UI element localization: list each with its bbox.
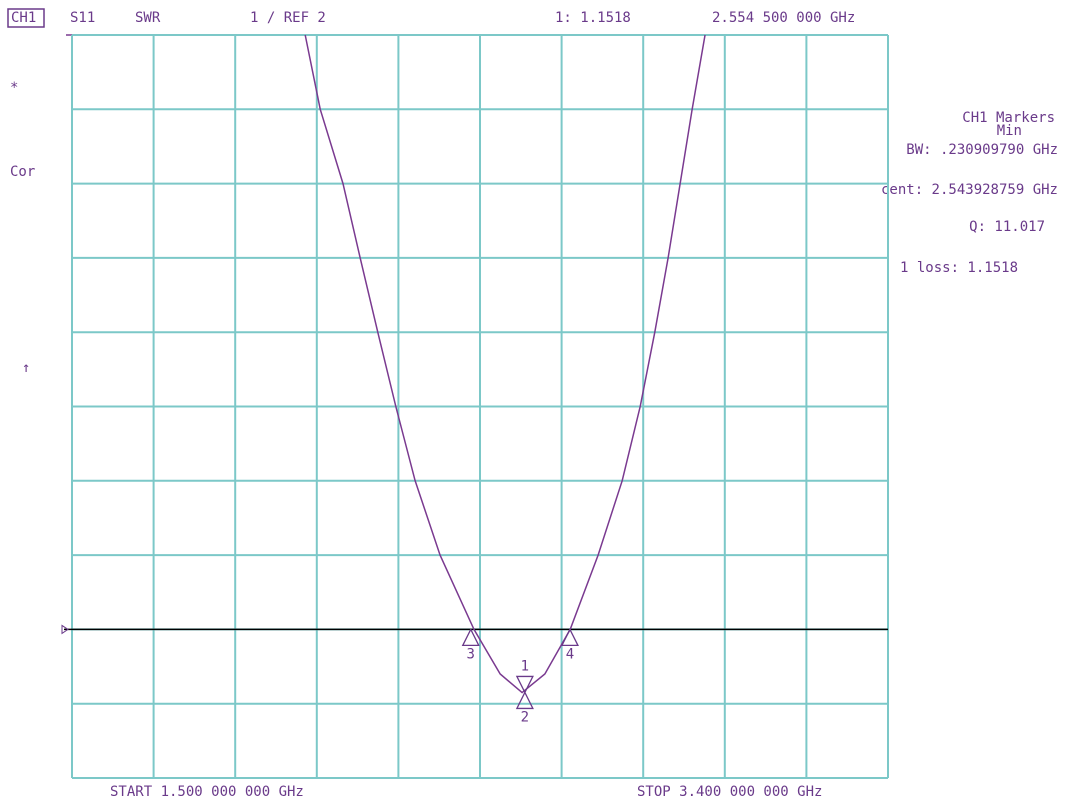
panel-center: cent: 2.543928759 GHz <box>881 182 1058 198</box>
marker <box>560 627 579 647</box>
panel-loss: 1 loss: 1.1518 <box>900 260 1018 276</box>
marker-label: 1 <box>521 658 529 674</box>
stop-label: STOP 3.400 000 000 GHz <box>637 784 822 800</box>
format: SWR <box>135 10 161 26</box>
marker-freq: 2.554 500 000 GHz <box>712 10 855 26</box>
start-label: START 1.500 000 000 GHz <box>110 784 304 800</box>
marker <box>515 675 534 694</box>
marker-readout: 1: 1.1518 <box>555 10 631 26</box>
reference-pointer <box>61 624 69 635</box>
panel-mode: Min <box>997 123 1022 139</box>
status-arrow: ↑ <box>22 360 30 376</box>
scale-label: 1 / REF 2 <box>250 10 326 26</box>
parameter: S11 <box>70 10 95 26</box>
trace <box>304 34 706 694</box>
marker-label: 3 <box>467 646 475 662</box>
marker <box>515 690 534 710</box>
marker-label: 2 <box>521 709 529 725</box>
channel: CH1 <box>11 10 36 26</box>
panel-bw: BW: .230909790 GHz <box>906 142 1058 158</box>
status-cor: Cor <box>10 164 35 180</box>
marker-label: 4 <box>566 646 574 662</box>
channel-box <box>7 8 45 28</box>
panel-q: Q: 11.017 <box>969 219 1045 235</box>
panel-title: CH1 Markers <box>962 110 1055 126</box>
marker <box>461 627 480 647</box>
status-star: * <box>10 80 18 96</box>
